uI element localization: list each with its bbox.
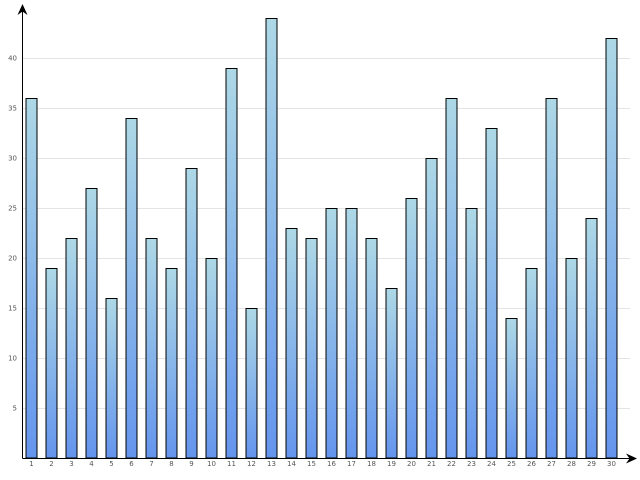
bar <box>425 158 438 459</box>
x-tick-label: 10 <box>207 460 216 468</box>
x-tick-label: 20 <box>407 460 416 468</box>
y-tick-label: 35 <box>8 105 17 113</box>
x-tick-label: 23 <box>467 460 476 468</box>
x-tick-label: 4 <box>89 460 94 468</box>
bar <box>45 268 58 459</box>
bars <box>25 18 618 459</box>
x-tick-label: 18 <box>367 460 376 468</box>
bar <box>265 18 278 459</box>
x-tick-label: 14 <box>287 460 296 468</box>
y-tick-label: 15 <box>8 305 17 313</box>
x-tick-label: 7 <box>149 460 153 468</box>
bar <box>525 268 538 459</box>
x-tick-label: 15 <box>307 460 316 468</box>
x-tick-label: 21 <box>427 460 436 468</box>
y-tick-label: 5 <box>13 405 17 413</box>
bar <box>185 168 198 459</box>
bar <box>485 128 498 459</box>
bar <box>245 308 258 459</box>
x-tick-label: 16 <box>327 460 336 468</box>
x-tick-label: 26 <box>527 460 536 468</box>
axes <box>17 4 637 464</box>
bar <box>25 98 38 459</box>
x-tick-label: 2 <box>49 460 53 468</box>
bar <box>205 258 218 459</box>
bar <box>125 118 138 459</box>
x-tick-label: 19 <box>387 460 396 468</box>
x-tick-label: 9 <box>189 460 193 468</box>
x-tick-label: 27 <box>547 460 556 468</box>
x-tick-label: 30 <box>607 460 616 468</box>
x-tick-label: 24 <box>487 460 496 468</box>
x-tick-label: 28 <box>567 460 576 468</box>
bar <box>505 318 518 459</box>
bar <box>345 208 358 459</box>
bar <box>105 298 118 459</box>
x-tick-label: 12 <box>247 460 256 468</box>
x-tick-label: 5 <box>109 460 113 468</box>
bar <box>305 238 318 459</box>
x-tick-label: 11 <box>227 460 236 468</box>
x-tick-label: 25 <box>507 460 516 468</box>
bar <box>365 238 378 459</box>
bar <box>385 288 398 459</box>
x-tick-label: 13 <box>267 460 276 468</box>
x-tick-label: 1 <box>29 460 33 468</box>
x-tick-label: 29 <box>587 460 596 468</box>
bar <box>165 268 178 459</box>
bar <box>465 208 478 459</box>
bar <box>285 228 298 459</box>
y-axis-ticks: 5 10 15 20 25 30 35 40 <box>8 55 17 413</box>
x-tick-label: 8 <box>169 460 173 468</box>
x-tick-label: 3 <box>69 460 73 468</box>
bar <box>585 218 598 459</box>
bar <box>445 98 458 459</box>
x-tick-label: 17 <box>347 460 356 468</box>
bar <box>145 238 158 459</box>
bar <box>545 98 558 459</box>
y-tick-label: 25 <box>8 205 17 213</box>
bar <box>405 198 418 459</box>
x-tick-label: 22 <box>447 460 456 468</box>
y-tick-label: 20 <box>8 255 17 263</box>
x-axis-arrow-icon <box>626 453 637 464</box>
bar <box>65 238 78 459</box>
bar <box>565 258 578 459</box>
bar <box>325 208 338 459</box>
bar <box>605 38 618 459</box>
x-tick-label: 6 <box>129 460 134 468</box>
y-tick-label: 10 <box>8 355 17 363</box>
y-tick-label: 40 <box>8 55 17 63</box>
bar <box>225 68 238 459</box>
y-axis-arrow-icon <box>17 4 28 15</box>
bar <box>85 188 98 459</box>
y-tick-label: 30 <box>8 155 17 163</box>
x-axis-ticks: 1 2 3 4 5 6 7 8 9 10 11 12 13 14 15 16 17 18 19 20 21 22 23 24 2… <box>29 460 616 468</box>
